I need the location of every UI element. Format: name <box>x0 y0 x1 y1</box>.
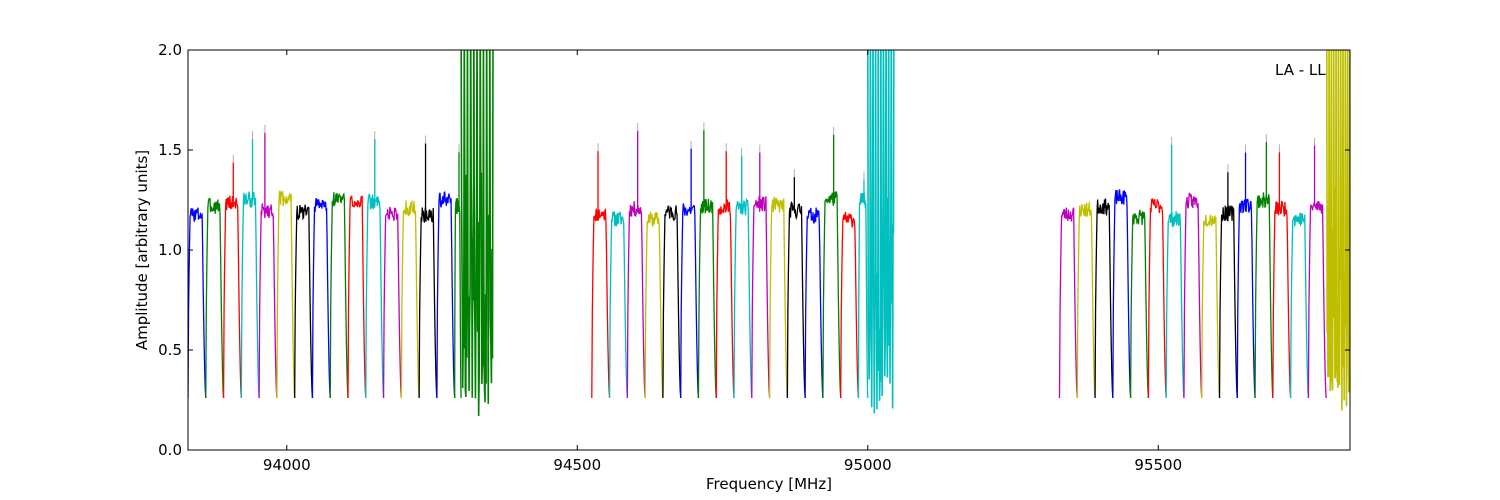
x-tick-label: 94000 <box>263 456 311 474</box>
legend-annotation: LA - LL <box>1275 61 1326 79</box>
spectrum-channel-line <box>804 207 824 399</box>
spectrum-channel-line <box>1165 210 1185 399</box>
x-tick-label: 95000 <box>844 456 892 474</box>
spectrum-channel-line <box>258 203 278 399</box>
spectrum-channel-line <box>608 211 628 399</box>
spectrum-channel-line <box>1254 192 1274 399</box>
spectrum-channel-line <box>1094 198 1114 399</box>
spectrum-channel-line <box>822 191 842 399</box>
spectrum-channel-line <box>418 207 438 399</box>
spectrum-channel-line <box>240 191 260 399</box>
spectrum-lines <box>188 50 1350 416</box>
spectrum-channel-line <box>591 208 611 399</box>
y-axis-label: Amplitude [arbitrary units] <box>133 150 151 350</box>
spectrum-channel-line <box>751 196 771 399</box>
x-tick-label: 94500 <box>553 456 601 474</box>
spectrum-channel-line <box>662 205 682 399</box>
spectrum-channel-line <box>644 211 664 399</box>
spectrum-channel-line <box>1058 207 1078 399</box>
spectrum-channel-line <box>188 207 207 399</box>
spectrum-channel-line <box>222 195 242 399</box>
spectrum-channel-line <box>680 203 700 399</box>
spectrum-channel-line <box>1129 209 1150 399</box>
spectrum-channel-line <box>1289 212 1310 399</box>
spectrum-channel-line <box>786 200 806 399</box>
spectrum-channel-line <box>1307 200 1327 399</box>
y-tick-label: 1.0 <box>158 241 182 259</box>
spectrum-channel-line <box>768 196 789 399</box>
spectrum-channel-line <box>1183 192 1203 399</box>
y-tick-label: 0.5 <box>158 341 182 359</box>
spectrum-channel-line <box>1112 189 1132 399</box>
spectrum-channel-line <box>857 192 869 399</box>
y-tick-label: 1.5 <box>158 141 182 159</box>
spectrum-channel-line <box>1236 197 1256 399</box>
spectrum-channel-line <box>365 193 385 399</box>
noisy-edge-line <box>867 50 895 414</box>
spectrum-channel-line <box>294 204 314 399</box>
spectrum-channel-line <box>205 197 225 399</box>
y-tick-label: 2.0 <box>158 41 182 59</box>
spectrum-channel-line <box>733 197 753 399</box>
spectrum-channel-line <box>400 199 420 399</box>
spectrum-channel-line <box>1147 198 1167 399</box>
spectrum-channel-line <box>626 201 646 399</box>
spectrum-channel-line <box>1201 213 1221 399</box>
x-tick-label: 95500 <box>1134 456 1182 474</box>
x-axis-label: Frequency [MHz] <box>706 475 832 493</box>
spectrum-channel-line <box>329 192 349 399</box>
spectrum-channel-line <box>311 198 331 399</box>
spectrum-channel-line <box>715 199 735 399</box>
spectrum-channel-line <box>276 190 296 399</box>
axis-ticks: 94000 94500 95000 95500 0.0 0.5 1.0 1.5 2.0 <box>158 41 1350 474</box>
spectrum-channel-line <box>382 206 402 399</box>
spectrum-channel-line <box>1076 202 1096 399</box>
spectrum-channel-line <box>1272 200 1292 399</box>
y-tick-label: 0.0 <box>158 441 182 459</box>
spectrum-channel-line <box>697 198 717 399</box>
spectrum-channel-line <box>436 191 456 399</box>
noisy-edge-line <box>1326 50 1350 411</box>
noisy-edge-line <box>460 50 494 416</box>
spectrum-channel-line <box>347 194 367 399</box>
spectrum-channel-line <box>1218 205 1238 399</box>
spectrum-channel-line <box>840 211 860 399</box>
spectrum-channel-line <box>454 198 462 399</box>
